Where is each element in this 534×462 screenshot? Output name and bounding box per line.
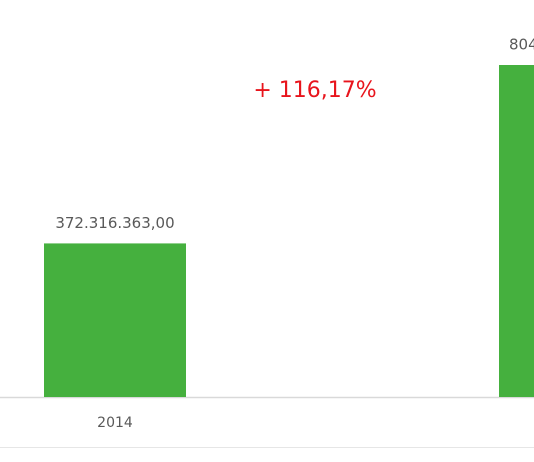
bar <box>44 243 186 397</box>
annotation: + 116,17% <box>253 78 376 103</box>
bar <box>499 65 534 397</box>
x-tick-label: 2014 <box>97 415 133 431</box>
value-label: 804.836.282,00 <box>509 36 534 54</box>
value-label: 372.316.363,00 <box>55 214 174 232</box>
